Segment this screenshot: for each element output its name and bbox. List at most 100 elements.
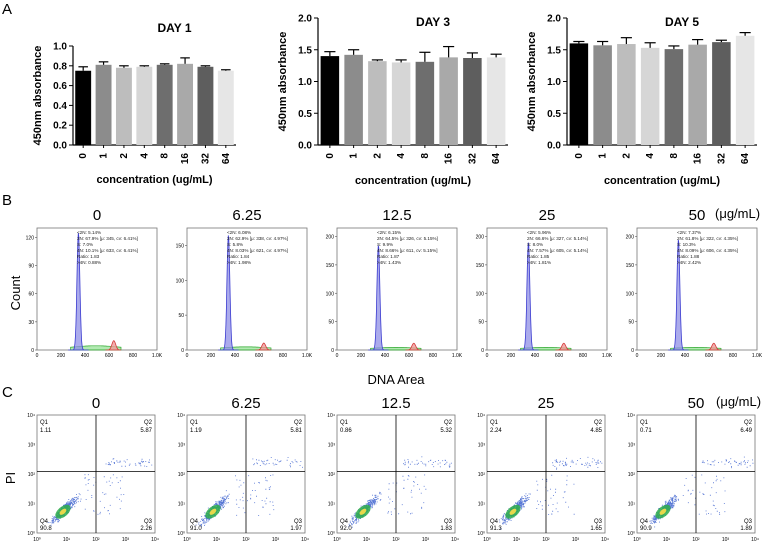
scatter-density-peak — [209, 508, 217, 515]
y-tick-label: 0 — [331, 348, 334, 354]
x-tick-label: 10⁴ — [751, 537, 759, 543]
bar — [486, 57, 506, 146]
y-tick-label: 0.8 — [53, 61, 67, 72]
x-tick-label: 10² — [542, 537, 550, 543]
y-tick-label: 0 — [181, 348, 184, 354]
quadrant-label-q2: Q2 — [294, 420, 303, 426]
x-tick-label: 32 — [467, 153, 478, 165]
bar-chart-2: 0.0 0.5 1.0 1.5 2.0 0 1 2 4 8 16 32 64 DAY 3 concentra… — [277, 14, 508, 187]
x-tick-label: 8 — [420, 153, 431, 159]
stats-line: Ratio: 1.84 — [227, 254, 250, 259]
y-tick-label: 10⁰ — [477, 531, 485, 537]
x-tick-label: 4 — [396, 153, 407, 159]
stats-line: 4N: 7.57% [μ: 605, cv: 5.14%] — [527, 248, 588, 253]
x-tick-label: 10¹ — [213, 537, 221, 543]
y-tick-label: 10¹ — [28, 502, 36, 508]
y-tick-label: 0.0 — [53, 141, 67, 152]
plot-frame — [336, 227, 458, 351]
y-tick-label: 0.4 — [53, 101, 67, 112]
y-tick-label: 1.0 — [53, 42, 67, 53]
chart-title: DAY 5 — [665, 15, 699, 29]
x-tick-label: 200 — [357, 353, 366, 359]
quadrant-label-q3: Q3 — [144, 519, 153, 525]
x-tick-label: 200 — [507, 353, 516, 359]
y-tick-label: 200 — [326, 235, 335, 241]
x-tick-label: 32 — [716, 153, 727, 165]
x-tick-label: 800 — [579, 353, 588, 359]
histogram-g1-peak — [68, 233, 89, 351]
stats-line: <2N: 7.37% — [677, 230, 701, 235]
stats-line: 4N: 8.66% [μ: 611, cv: 5.15%] — [377, 248, 438, 253]
scatter-0: 0 10⁰ 10¹ 10² 10³ 10⁴ 10⁰ 10¹ 10² 10³ 10⁴ Q1 1.11 Q2 5… — [27, 395, 159, 543]
stats-line: 4N: 10.1% [μ: 633, cv: 6.41%] — [77, 248, 138, 253]
quadrant-label-q4: Q4 — [490, 519, 499, 525]
x-tick-label: 10⁰ — [33, 537, 41, 543]
y-tick-label: 10¹ — [478, 502, 486, 508]
x-tick-label: 8 — [160, 153, 171, 159]
x-tick-label: 600 — [705, 353, 714, 359]
bar — [640, 47, 660, 145]
y-tick-label: 10³ — [628, 443, 636, 449]
y-tick-label: 0.5 — [547, 109, 561, 120]
x-tick-label: 10⁰ — [633, 537, 641, 543]
stats-line: 2N: 62.9% [μ: 338, cv: 4.97%] — [227, 236, 288, 241]
quadrant-label-q2: Q2 — [594, 420, 603, 426]
y-tick-label: 100 — [476, 291, 485, 297]
stats-line: <2N: 5.14% — [77, 230, 101, 235]
quadrant-label-q3: Q3 — [444, 519, 453, 525]
scatter-density-peak — [659, 508, 667, 515]
x-tick-label: 1.0K — [752, 353, 763, 359]
scatter-points — [195, 457, 303, 528]
quadrant-value-q3: 1.89 — [740, 526, 752, 532]
quadrant-label-q3: Q3 — [594, 519, 603, 525]
x-tick-label: 400 — [381, 353, 390, 359]
x-tick-label: 1.0K — [152, 353, 163, 359]
x-tick-label: 0 — [78, 153, 89, 159]
histogram-g1-peak — [668, 239, 689, 351]
cell-cycle-xlabel: DNA Area — [367, 372, 425, 387]
quadrant-value-q4: 91.0 — [190, 526, 202, 532]
stats-line: 4N: 8.03% [μ: 621, cv: 4.97%] — [227, 248, 288, 253]
y-tick-label: 200 — [476, 235, 485, 241]
quadrant-value-q2: 4.85 — [590, 428, 602, 434]
scatter-12.5: 12.5 10⁰ 10¹ 10² 10³ 10⁴ 10⁰ 10¹ 10² 10³ 10⁴ Q1 0.86… — [327, 395, 459, 543]
x-tick-label: 64 — [740, 153, 751, 165]
x-tick-label: 200 — [57, 353, 66, 359]
stats-line: 2N: 67.9% [μ: 345, cv: 6.41%] — [77, 236, 138, 241]
bar — [136, 66, 153, 145]
histogram-g2-peak — [105, 340, 121, 351]
histogram-g1-peak — [368, 245, 389, 351]
quadrant-value-q1: 0.71 — [640, 428, 652, 434]
quadrant-value-q1: 1.19 — [190, 428, 202, 434]
y-tick-label: 50 — [178, 313, 184, 319]
bar — [197, 66, 214, 145]
x-tick-label: 0 — [336, 353, 339, 359]
stats-line: <2N: 5.96% — [527, 230, 551, 235]
y-tick-label: 10¹ — [328, 502, 336, 508]
bar — [115, 67, 132, 145]
y-tick-label: 0 — [631, 348, 634, 354]
panel-label-b: B — [2, 192, 12, 209]
quadrant-value-q1: 1.11 — [40, 428, 52, 434]
y-tick-label: 10³ — [178, 443, 186, 449]
bar — [391, 62, 411, 146]
concentration-title: 0 — [92, 395, 100, 412]
bar — [593, 45, 612, 145]
x-tick-label: 16 — [180, 153, 191, 165]
concentration-title: 50 — [689, 207, 706, 224]
x-tick-label: 16 — [444, 153, 455, 165]
x-tick-label: 400 — [231, 353, 240, 359]
y-tick-label: 50 — [328, 320, 334, 326]
bar — [463, 58, 482, 145]
concentration-title: 12.5 — [382, 207, 411, 224]
y-tick-label: 0.0 — [298, 141, 312, 152]
bar — [177, 63, 194, 145]
x-tick-label: 4 — [645, 153, 656, 159]
stats-line: 4N: 8.09% [μ: 606, cv: 4.35%] — [677, 248, 738, 253]
histogram-g2-peak — [255, 342, 271, 351]
y-tick-label: 1.0 — [298, 77, 312, 88]
stats-line: S: 7.0% — [77, 242, 93, 247]
x-tick-label: 800 — [729, 353, 738, 359]
chart-title: DAY 1 — [157, 21, 191, 35]
x-tick-label: 10¹ — [513, 537, 521, 543]
